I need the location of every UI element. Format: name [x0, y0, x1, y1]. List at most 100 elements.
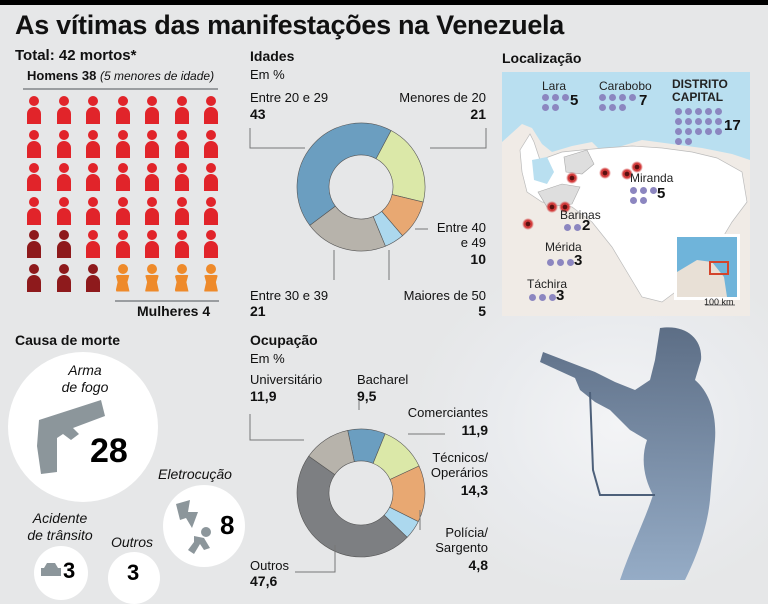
incident-marker-icon: [559, 201, 571, 213]
region-dots: [564, 224, 594, 231]
woman-icon: [115, 263, 130, 294]
victim-dot: [685, 108, 692, 115]
man-icon: [56, 196, 71, 227]
victim-dot: [547, 259, 554, 266]
victim-dot: [567, 259, 574, 266]
victim-dot: [630, 197, 637, 204]
age-value-30-39: 21: [250, 303, 266, 319]
region-dots: [599, 94, 639, 111]
man-icon: [204, 230, 218, 260]
man-icon: [145, 129, 159, 160]
victim-dot: [552, 104, 559, 111]
victim-dot: [552, 94, 559, 101]
man-icon: [204, 196, 218, 227]
victim-dot: [539, 294, 546, 301]
man-icon: [115, 96, 130, 126]
occ-label-technicians-line1: Técnicos/: [432, 450, 488, 465]
victim-dot: [574, 224, 581, 231]
region-dots: [675, 108, 725, 145]
man-icon: [86, 96, 100, 126]
men-label: Homens 38: [27, 68, 97, 83]
leader-20-29: [249, 128, 305, 149]
victim-dot: [695, 108, 702, 115]
occ-value-technicians: 14,3: [460, 482, 488, 498]
cause-label-firearm-line2: de fogo: [61, 379, 109, 395]
occ-label-technicians: Técnicos/Operários: [400, 450, 488, 480]
cause-value-electrocution: 8: [220, 510, 235, 540]
man-icon: [56, 129, 71, 160]
cause-circle-electrocution: [163, 485, 245, 567]
incident-marker-icon: [599, 167, 611, 179]
incident-marker-icon: [566, 172, 578, 184]
region-dots: [542, 94, 572, 111]
region-name: Mérida: [545, 240, 582, 254]
man-icon: [56, 96, 71, 126]
ages-slice-entre-20-e-29: [296, 122, 392, 226]
incident-marker-icon: [621, 168, 633, 180]
region-dots: [529, 294, 559, 301]
man-icon: [145, 230, 159, 260]
occ-value-police: 4,8: [468, 557, 488, 573]
women-rule: [115, 300, 219, 302]
victim-dot: [715, 118, 722, 125]
cause-label-electrocution: Eletrocução: [158, 466, 232, 482]
man-icon: [174, 129, 189, 160]
causes-title: Causa de morte: [15, 332, 121, 348]
occ-value-bachelor: 9,5: [357, 388, 377, 404]
region-name: DISTRITO CAPITAL: [672, 77, 728, 104]
ages-unit: Em %: [250, 67, 285, 82]
age-label-40-49-line2: e 49: [460, 235, 486, 250]
cause-label-others: Outros: [110, 534, 153, 550]
region-count: 2: [582, 217, 591, 234]
men-heading: Homens 38 (5 menores de idade): [27, 68, 214, 83]
incident-marker-icon: [631, 161, 643, 173]
victim-dot: [542, 104, 549, 111]
victim-dot: [675, 128, 682, 135]
cause-circle-firearm: [8, 352, 158, 502]
victim-dot: [629, 94, 636, 101]
man-icon: [204, 163, 218, 193]
region-name: Táchira: [527, 277, 568, 291]
occ-value-university: 11,9: [250, 388, 277, 404]
occ-label-police: Polícia/Sargento: [400, 525, 488, 555]
victim-dot: [619, 104, 626, 111]
man-icon: [174, 96, 189, 126]
victim-dot: [599, 104, 606, 111]
age-label-under-20: Menores de 20: [399, 90, 486, 105]
victim-dot: [675, 108, 682, 115]
cause-value-traffic: 3: [63, 558, 76, 583]
lara-state: [563, 149, 595, 175]
victim-dot: [562, 94, 569, 101]
age-value-under-20: 21: [470, 106, 486, 122]
top-bar: [0, 0, 768, 5]
occ-label-police-line1: Polícia/: [445, 525, 488, 540]
region-count: 5: [570, 92, 579, 109]
minor-icon: [27, 263, 41, 294]
age-label-30-39: Entre 30 e 39: [250, 288, 329, 303]
cause-label-firearm: Arma de fogo: [40, 362, 130, 396]
man-icon: [115, 230, 130, 260]
man-icon: [27, 196, 41, 227]
man-icon: [86, 196, 100, 227]
incident-marker-icon: [546, 201, 558, 213]
victim-dot: [640, 197, 647, 204]
occupation-slice-outros: [296, 455, 408, 558]
victim-dot: [695, 128, 702, 135]
victim-dot: [675, 138, 682, 145]
man-icon: [27, 96, 41, 126]
region-dots: [547, 259, 577, 266]
victim-dot: [695, 118, 702, 125]
region-count: 5: [657, 185, 666, 202]
victim-dot: [715, 108, 722, 115]
region-name: Carabobo: [599, 79, 652, 93]
age-label-20-29: Entre 20 e 29: [250, 90, 329, 105]
car-icon: [41, 563, 61, 576]
age-label-over-50: Maiores de 50: [403, 288, 486, 303]
victim-dot: [705, 118, 712, 125]
victim-dot: [542, 94, 549, 101]
age-label-40-49-line1: Entre 40: [436, 220, 486, 235]
occ-label-others: Outros: [250, 558, 290, 573]
age-value-20-29: 43: [250, 106, 266, 122]
page-title: As vítimas das manifestações na Venezuel…: [15, 10, 564, 40]
victim-dot: [564, 224, 571, 231]
